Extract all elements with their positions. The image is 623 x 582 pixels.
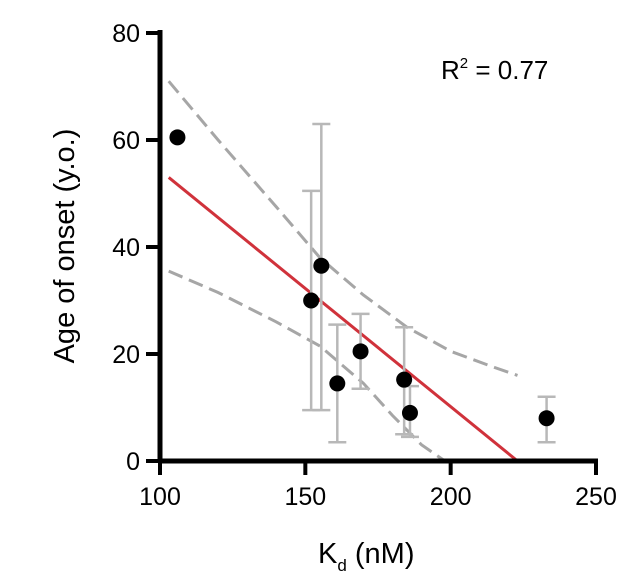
y-tick-label-3: 60 — [112, 127, 140, 155]
r-squared-annotation: R2 = 0.77 — [441, 55, 548, 85]
data-point-1 — [303, 292, 320, 309]
r2-superscript: 2 — [460, 55, 468, 72]
y-axis-title: Age of onset (y.o.) — [49, 129, 81, 364]
x-tick-label-2: 200 — [430, 483, 472, 511]
y-tick-label-0: 0 — [126, 448, 140, 476]
error-bars — [302, 122, 556, 444]
confidence-band — [167, 80, 518, 463]
r2-value: = 0.77 — [468, 55, 548, 85]
y-tick-label-2: 40 — [112, 234, 140, 262]
data-point-0 — [169, 129, 186, 146]
data-point-4 — [352, 343, 369, 360]
data-point-5 — [396, 371, 413, 388]
data-point-6 — [401, 404, 418, 421]
ci-upper-curve — [167, 80, 518, 377]
x-axis-title-main: K — [318, 538, 338, 570]
data-point-3 — [329, 375, 346, 392]
x-tick-label-1: 150 — [284, 483, 326, 511]
r2-base: R — [441, 55, 460, 85]
data-point-7 — [538, 410, 555, 427]
y-tick-label-1: 20 — [112, 341, 140, 369]
axes: 100 150 200 250 0 20 40 60 80 — [112, 20, 617, 511]
fit-line — [167, 176, 519, 463]
y-tick-label-4: 80 — [112, 20, 140, 48]
fit-line-group — [167, 176, 519, 463]
x-axis-title: Kd (nM) — [318, 538, 414, 575]
x-tick-label-3: 250 — [575, 483, 617, 511]
x-axis-title-unit: (nM) — [347, 538, 415, 570]
data-point-2 — [313, 257, 330, 274]
x-axis-title-subscript: d — [337, 556, 346, 575]
data-points — [169, 129, 555, 427]
x-tick-label-0: 100 — [139, 483, 181, 511]
